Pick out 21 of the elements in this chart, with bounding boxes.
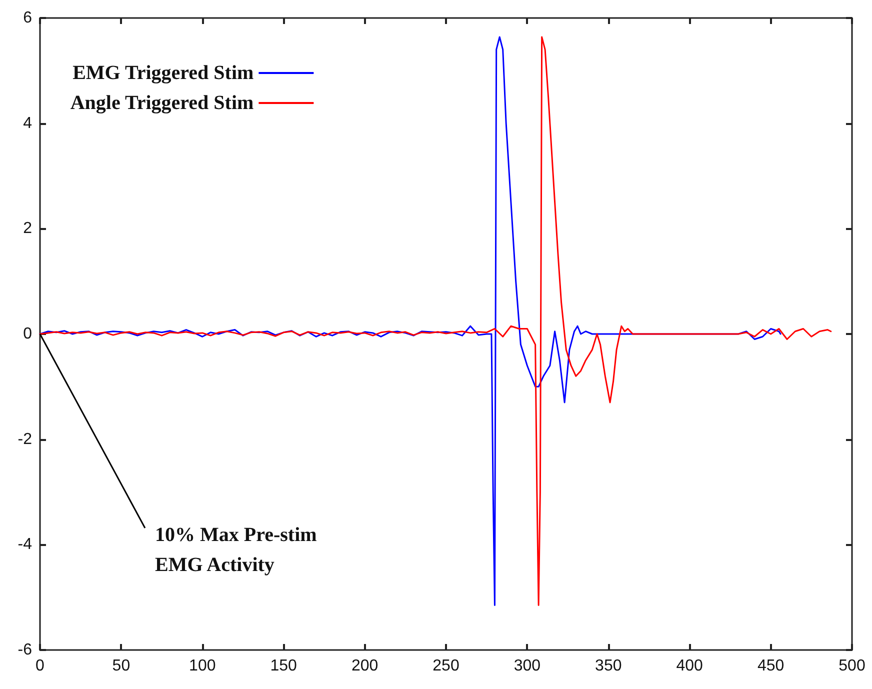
y-tick-label: -2 xyxy=(18,430,32,448)
x-tick-label: 450 xyxy=(757,658,784,674)
x-tick-label: 200 xyxy=(351,658,378,674)
y-tick-label: 0 xyxy=(23,326,32,342)
y-tick-label: -4 xyxy=(18,536,32,554)
x-tick-label: 50 xyxy=(112,658,130,674)
legend-label: Angle Triggered Stim xyxy=(70,92,254,114)
x-tick-label: 100 xyxy=(189,658,216,674)
x-tick-label: 400 xyxy=(676,658,704,674)
x-tick-label: 500 xyxy=(838,658,866,674)
annotation: 10% Max Pre-stim EMG Activity xyxy=(155,524,318,576)
x-tick-label: 0 xyxy=(36,658,45,674)
x-tick-label: 300 xyxy=(514,658,541,674)
x-tick-label: 250 xyxy=(432,658,460,674)
y-tick-label: 4 xyxy=(23,114,32,132)
x-tick-label: 350 xyxy=(595,658,622,674)
y-tick-label: 6 xyxy=(23,10,32,26)
legend-label: EMG Triggered Stim xyxy=(72,62,254,84)
y-tick-label: 2 xyxy=(23,220,32,238)
y-tick-label: -6 xyxy=(18,642,32,658)
x-tick-label: 150 xyxy=(270,658,298,674)
